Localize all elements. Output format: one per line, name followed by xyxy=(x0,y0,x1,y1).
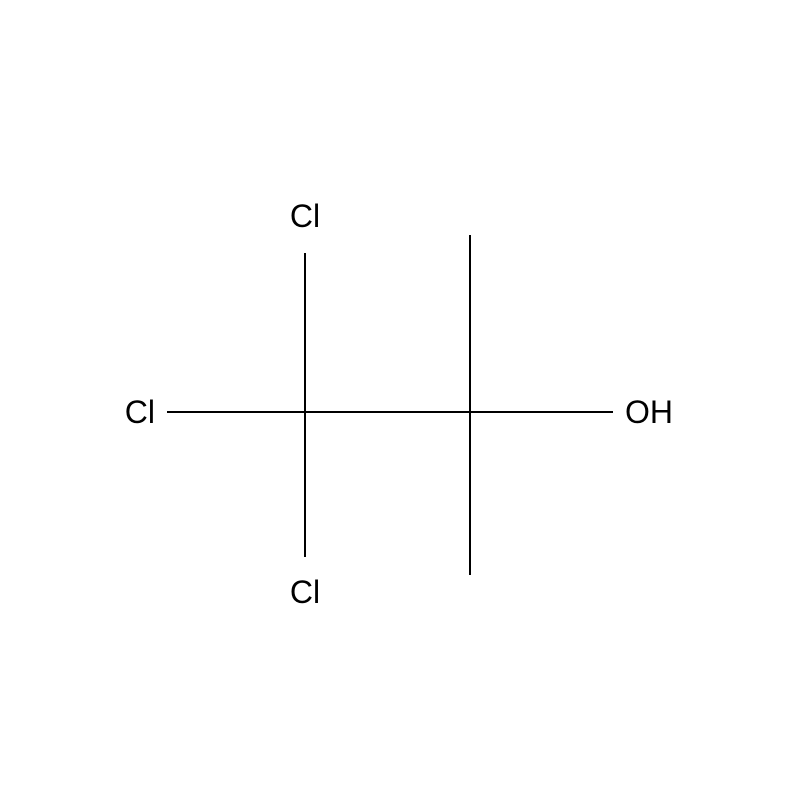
atom-label-cl-top: Cl xyxy=(290,198,320,234)
atom-label-cl-bottom: Cl xyxy=(290,574,320,610)
atom-label-cl-left: Cl xyxy=(125,394,155,430)
molecule-diagram: Cl Cl Cl OH xyxy=(0,0,800,800)
atom-label-oh: OH xyxy=(625,394,673,430)
